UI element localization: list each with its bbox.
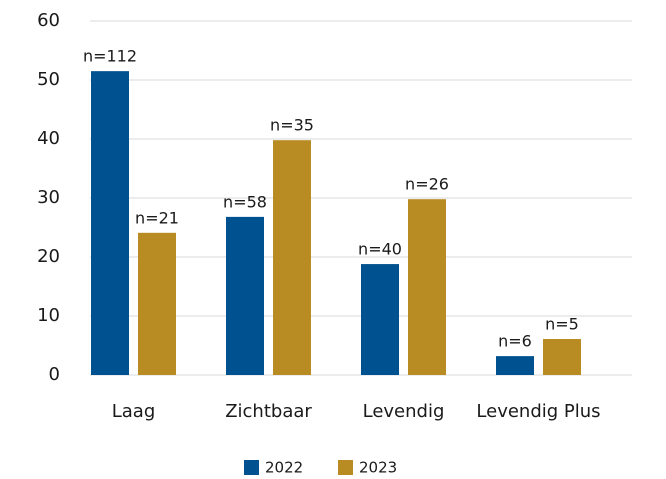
legend-label: 2022 — [265, 459, 303, 477]
legend-swatch — [244, 460, 259, 475]
bar — [226, 216, 264, 375]
y-tick-label: 0 — [49, 364, 60, 385]
bar-annotation: n=26 — [405, 175, 449, 194]
bar-annotation: n=35 — [270, 116, 314, 135]
bar-annotation: n=6 — [498, 332, 532, 351]
bar-annotation: n=112 — [83, 47, 137, 66]
bar-annotation: n=5 — [545, 315, 579, 334]
bar-annotation: n=58 — [223, 192, 267, 211]
legend-label: 2023 — [359, 459, 397, 477]
y-tick-label: 20 — [37, 246, 60, 267]
legend-swatch — [338, 460, 353, 475]
x-tick-label: Levendig Plus — [476, 401, 600, 422]
x-tick-label: Levendig — [363, 401, 445, 422]
bar-annotation: n=40 — [358, 240, 402, 259]
bar-annotation: n=21 — [135, 208, 179, 227]
bar — [91, 71, 129, 376]
bar — [273, 140, 311, 375]
bar — [543, 339, 581, 375]
y-tick-label: 50 — [37, 69, 60, 90]
y-tick-label: 40 — [37, 128, 60, 149]
x-tick-label: Zichtbaar — [225, 401, 312, 422]
x-tick-label: Laag — [112, 401, 156, 422]
bar — [408, 199, 446, 375]
bar — [138, 232, 176, 375]
y-tick-label: 60 — [37, 10, 60, 31]
y-tick-label: 30 — [37, 187, 60, 208]
bar — [496, 356, 534, 375]
y-tick-label: 10 — [37, 305, 60, 326]
bar — [361, 264, 399, 375]
